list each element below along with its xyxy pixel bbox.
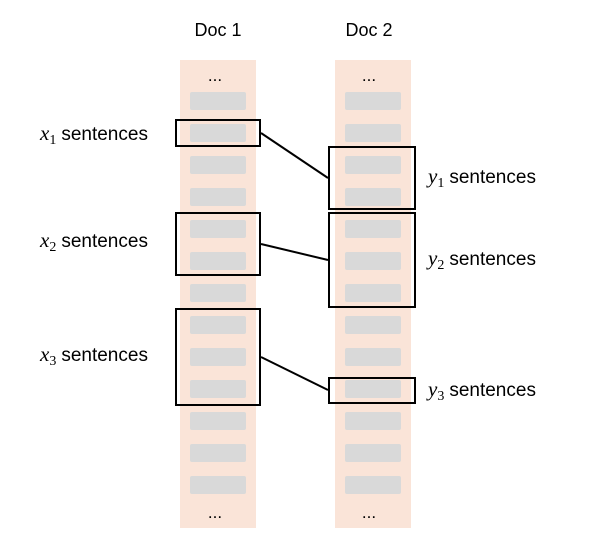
label-text: sentences [61, 345, 148, 366]
alignment-line-3 [261, 357, 328, 390]
label-variable: y [428, 377, 437, 401]
label-variable: x [40, 228, 49, 252]
label-variable: x [40, 342, 49, 366]
label-text: sentences [449, 167, 536, 188]
label-text: sentences [61, 231, 148, 252]
label-subscript: 3 [437, 389, 444, 404]
doc2-group-label-3: y3 sentences [428, 377, 536, 402]
label-subscript: 2 [49, 240, 56, 255]
doc1-group-label-1: x1 sentences [40, 121, 148, 146]
label-variable: x [40, 121, 49, 145]
label-text: sentences [449, 380, 536, 401]
label-text: sentences [61, 124, 148, 145]
label-text: sentences [449, 249, 536, 270]
doc2-group-label-1: y1 sentences [428, 164, 536, 189]
label-variable: y [428, 164, 437, 188]
label-subscript: 1 [437, 176, 444, 191]
doc1-group-label-3: x3 sentences [40, 342, 148, 367]
doc2-group-label-2: y2 sentences [428, 246, 536, 271]
label-subscript: 2 [437, 258, 444, 273]
alignment-line-2 [261, 244, 328, 260]
alignment-line-1 [261, 133, 328, 178]
label-subscript: 1 [49, 133, 56, 148]
doc1-group-label-2: x2 sentences [40, 228, 148, 253]
label-subscript: 3 [49, 354, 56, 369]
label-variable: y [428, 246, 437, 270]
